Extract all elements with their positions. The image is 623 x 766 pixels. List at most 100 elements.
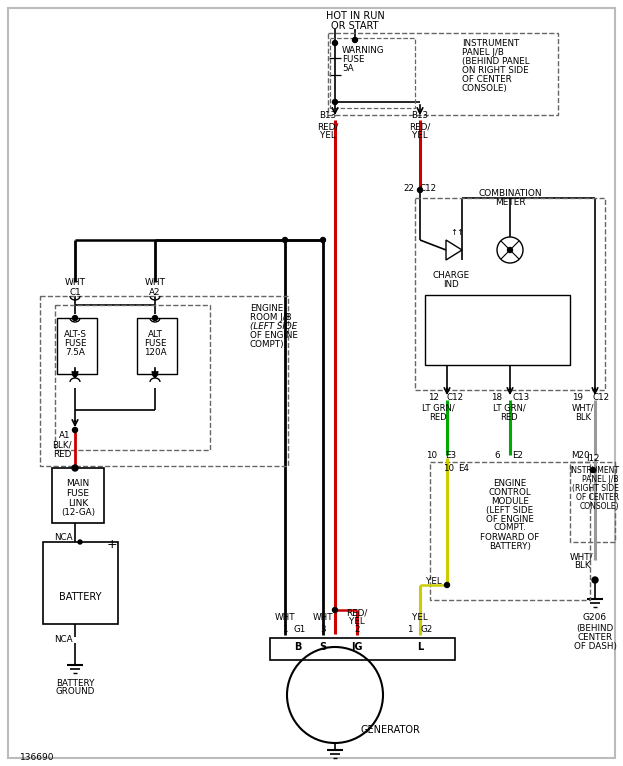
Text: BLK: BLK bbox=[575, 413, 591, 421]
Text: CONSOLE): CONSOLE) bbox=[579, 502, 619, 510]
Text: WHT/: WHT/ bbox=[570, 552, 594, 561]
Text: FUSE: FUSE bbox=[342, 54, 364, 64]
Text: M20: M20 bbox=[571, 450, 589, 460]
Text: I12: I12 bbox=[586, 453, 600, 463]
Text: PANEL J/B: PANEL J/B bbox=[583, 474, 619, 483]
Circle shape bbox=[333, 607, 338, 613]
Text: B: B bbox=[294, 642, 302, 652]
Bar bbox=[55, 305, 210, 450]
Text: 120A: 120A bbox=[144, 348, 166, 356]
Text: G2: G2 bbox=[421, 626, 433, 634]
Text: E3: E3 bbox=[445, 450, 457, 460]
Text: WHT: WHT bbox=[313, 613, 333, 621]
Text: NCA: NCA bbox=[54, 533, 72, 542]
Text: YEL: YEL bbox=[412, 130, 428, 139]
Text: 10: 10 bbox=[426, 450, 437, 460]
Text: LINK: LINK bbox=[68, 499, 88, 508]
Text: S: S bbox=[320, 642, 326, 652]
Text: (12-GA): (12-GA) bbox=[61, 508, 95, 516]
Text: LT GRN/: LT GRN/ bbox=[493, 404, 525, 413]
Text: 10: 10 bbox=[444, 463, 455, 473]
Text: B13: B13 bbox=[320, 110, 336, 119]
Circle shape bbox=[333, 100, 338, 104]
Circle shape bbox=[444, 582, 450, 588]
Text: YEL: YEL bbox=[320, 130, 336, 139]
Text: +: + bbox=[107, 538, 117, 552]
Text: 6: 6 bbox=[494, 450, 500, 460]
Text: GROUND: GROUND bbox=[55, 688, 95, 696]
Text: ALT-S: ALT-S bbox=[64, 329, 87, 339]
Bar bbox=[40, 296, 288, 466]
Text: L: L bbox=[417, 642, 423, 652]
Text: WHT: WHT bbox=[275, 613, 295, 621]
Text: WHT: WHT bbox=[145, 277, 166, 286]
Text: 1: 1 bbox=[282, 626, 288, 634]
Text: YEL: YEL bbox=[426, 578, 442, 587]
Text: FUSE: FUSE bbox=[67, 489, 90, 497]
Text: OR START: OR START bbox=[331, 21, 379, 31]
Text: PANEL J/B: PANEL J/B bbox=[462, 47, 504, 57]
Text: G1: G1 bbox=[294, 626, 306, 634]
Bar bbox=[137, 318, 177, 374]
Bar bbox=[43, 542, 118, 624]
Text: WHT/: WHT/ bbox=[572, 404, 594, 413]
Text: G206: G206 bbox=[583, 614, 607, 623]
Text: RED: RED bbox=[500, 413, 518, 421]
Circle shape bbox=[72, 427, 77, 433]
Bar bbox=[415, 198, 605, 390]
Circle shape bbox=[72, 465, 78, 471]
Text: BATTERY: BATTERY bbox=[59, 592, 102, 602]
Text: 7.5A: 7.5A bbox=[65, 348, 85, 356]
Text: INSTRUMENT: INSTRUMENT bbox=[569, 466, 619, 474]
Text: ALT: ALT bbox=[148, 329, 163, 339]
Text: BATTERY: BATTERY bbox=[55, 679, 94, 688]
Bar bbox=[328, 33, 558, 115]
Circle shape bbox=[417, 188, 422, 192]
Text: A2: A2 bbox=[150, 287, 161, 296]
Text: B13: B13 bbox=[411, 110, 429, 119]
Text: 1: 1 bbox=[407, 626, 413, 634]
Text: WHT: WHT bbox=[65, 277, 85, 286]
Circle shape bbox=[153, 316, 158, 320]
Text: OF DASH): OF DASH) bbox=[574, 641, 617, 650]
Text: FUSE: FUSE bbox=[144, 339, 166, 348]
Text: E2: E2 bbox=[513, 450, 523, 460]
Circle shape bbox=[282, 237, 287, 243]
Bar bbox=[430, 462, 590, 600]
Text: 22: 22 bbox=[404, 184, 414, 192]
Circle shape bbox=[333, 41, 338, 45]
Text: C12: C12 bbox=[447, 392, 464, 401]
Text: 3: 3 bbox=[320, 626, 326, 634]
Text: RED/: RED/ bbox=[317, 123, 339, 132]
Text: LT GRN/: LT GRN/ bbox=[422, 404, 454, 413]
Text: OF CENTER: OF CENTER bbox=[462, 74, 511, 83]
Text: COMPT): COMPT) bbox=[250, 339, 285, 349]
Bar bbox=[270, 638, 455, 660]
Text: CONSOLE): CONSOLE) bbox=[462, 83, 508, 93]
Text: A1: A1 bbox=[59, 430, 71, 440]
Text: 5A: 5A bbox=[342, 64, 354, 73]
Text: IG: IG bbox=[351, 642, 363, 652]
Bar bbox=[570, 462, 615, 542]
Text: INSTRUMENT: INSTRUMENT bbox=[462, 38, 520, 47]
Text: MODULE: MODULE bbox=[491, 496, 529, 506]
Text: RED/: RED/ bbox=[346, 608, 368, 617]
Text: BLK/: BLK/ bbox=[52, 440, 72, 450]
Circle shape bbox=[508, 247, 513, 253]
Text: YEL: YEL bbox=[349, 617, 365, 627]
Text: BATTERY): BATTERY) bbox=[489, 542, 531, 551]
Text: GENERATOR: GENERATOR bbox=[360, 725, 420, 735]
Text: C12: C12 bbox=[592, 392, 609, 401]
Text: YEL: YEL bbox=[412, 613, 428, 621]
Text: (BEHIND: (BEHIND bbox=[576, 624, 614, 633]
Bar bbox=[425, 295, 570, 365]
Text: ON RIGHT SIDE: ON RIGHT SIDE bbox=[462, 66, 529, 74]
Text: (RIGHT SIDE: (RIGHT SIDE bbox=[572, 483, 619, 493]
Text: RED: RED bbox=[429, 413, 447, 421]
Text: (LEFT SIDE: (LEFT SIDE bbox=[487, 506, 533, 515]
Text: 2: 2 bbox=[354, 626, 359, 634]
Bar bbox=[57, 318, 97, 374]
Circle shape bbox=[153, 372, 158, 377]
Text: IND: IND bbox=[443, 280, 459, 289]
Text: 12: 12 bbox=[429, 392, 439, 401]
